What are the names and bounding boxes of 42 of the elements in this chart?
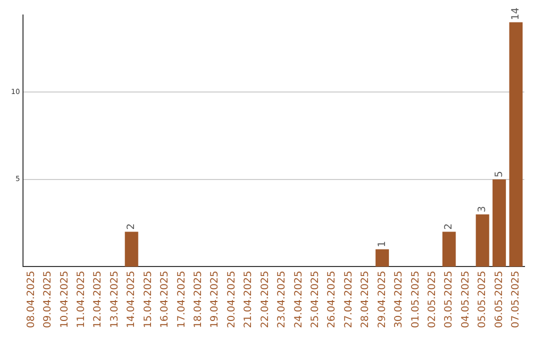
x-tick-label: 26.04.2025	[326, 270, 338, 328]
x-tick-label: 30.04.2025	[394, 270, 405, 328]
bar	[124, 232, 138, 267]
bar	[376, 249, 389, 267]
x-tick-label: 23.04.2025	[276, 270, 288, 328]
x-tick-label: 08.04.2025	[26, 270, 37, 328]
bar	[509, 22, 523, 267]
x-tick-label: 17.04.2025	[176, 270, 188, 328]
x-tick-label: 28.04.2025	[360, 270, 372, 328]
x-tick-label: 16.04.2025	[160, 270, 171, 328]
x-tick-label: 11.04.2025	[76, 270, 87, 328]
data-label: 3	[477, 206, 488, 212]
x-tick-label: 19.04.2025	[210, 270, 221, 328]
x-tick-label: 01.05.2025	[410, 270, 422, 328]
data-label: 1	[376, 240, 388, 248]
x-tick-label: 27.04.2025	[343, 270, 354, 328]
x-tick-label: 12.04.2025	[92, 270, 104, 328]
x-tick-label: 15.04.2025	[142, 270, 154, 328]
data-label: 5	[494, 171, 505, 178]
x-tick-label: 13.04.2025	[109, 270, 120, 328]
x-tick-label: 06.05.2025	[494, 270, 505, 328]
x-tick-label: 22.04.2025	[260, 270, 271, 328]
x-tick-label: 18.04.2025	[192, 270, 204, 328]
x-tick-label: 09.04.2025	[42, 270, 54, 328]
bar	[442, 232, 456, 267]
bar	[492, 179, 506, 267]
x-tick-label: 10.04.2025	[59, 270, 70, 328]
x-tick-label: 02.05.2025	[426, 270, 438, 328]
x-tick-label: 24.04.2025	[293, 270, 304, 328]
data-label: 2	[126, 223, 138, 230]
x-tick-label: 25.04.2025	[310, 270, 321, 328]
x-tick-label: 14.04.2025	[126, 270, 138, 328]
x-tick-label: 21.04.2025	[243, 270, 254, 328]
x-tick-label: 07.05.2025	[510, 270, 522, 328]
x-tick-label: 03.05.2025	[444, 270, 455, 328]
x-tick-label: 04.05.2025	[460, 270, 472, 328]
data-label: 2	[444, 223, 455, 230]
x-tick-label: 05.05.2025	[477, 270, 488, 328]
x-tick-label: 29.04.2025	[376, 270, 388, 328]
data-label: 14	[510, 7, 522, 20]
bar	[476, 214, 490, 267]
x-tick-label: 20.04.2025	[226, 270, 238, 328]
